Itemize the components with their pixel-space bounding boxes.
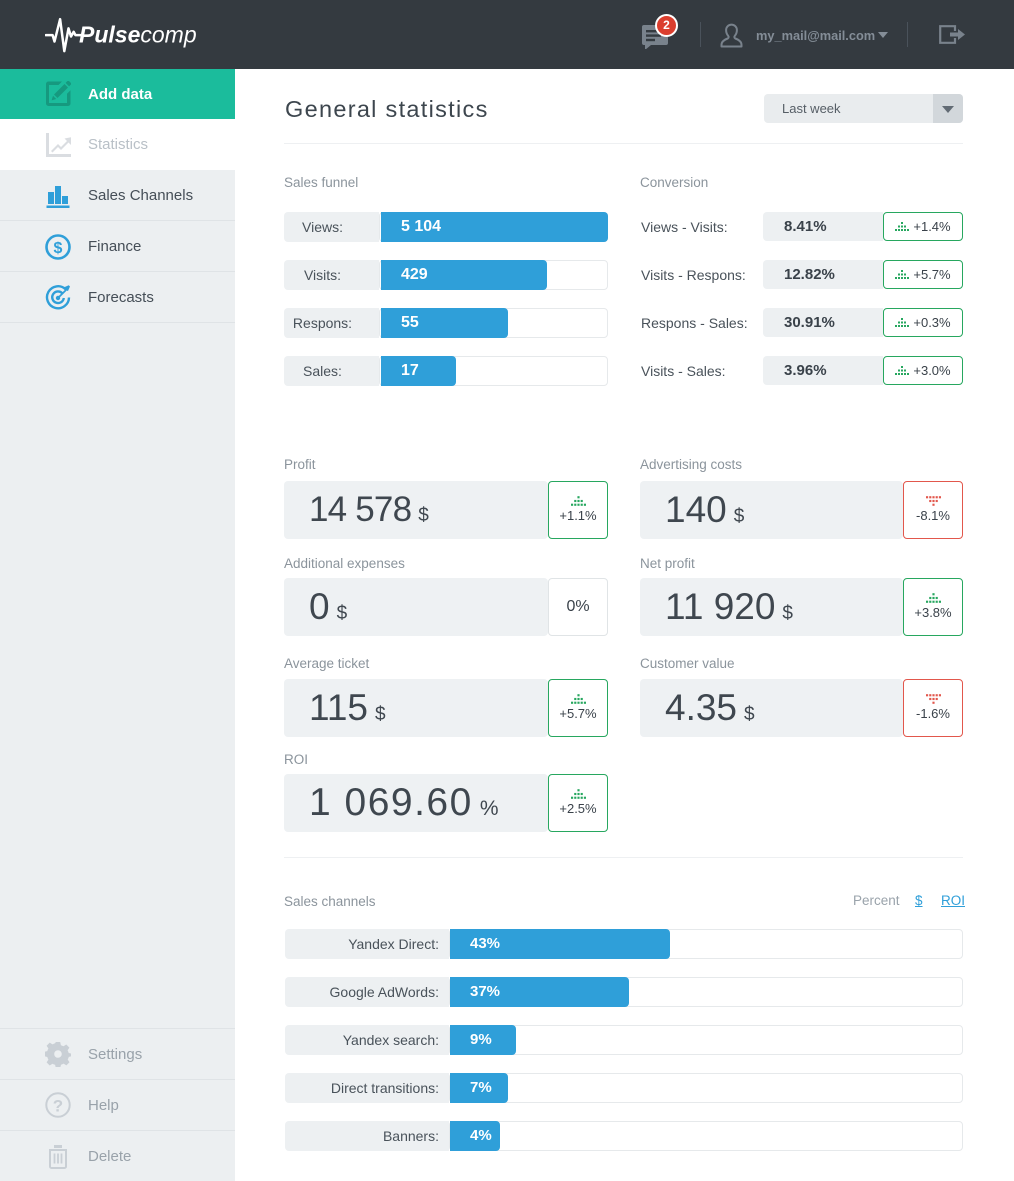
svg-text:Pulsecomp: Pulsecomp: [79, 22, 197, 48]
svg-text:?: ?: [53, 1097, 63, 1116]
svg-text:$: $: [54, 240, 63, 257]
